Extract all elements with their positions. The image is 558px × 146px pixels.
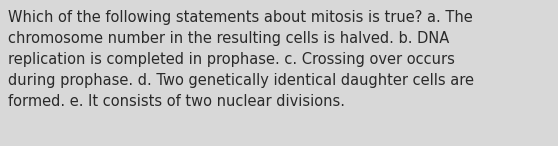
Text: Which of the following statements about mitosis is true? a. The
chromosome numbe: Which of the following statements about … [8, 10, 474, 109]
